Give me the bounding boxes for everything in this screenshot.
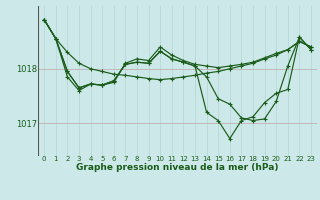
X-axis label: Graphe pression niveau de la mer (hPa): Graphe pression niveau de la mer (hPa): [76, 163, 279, 172]
